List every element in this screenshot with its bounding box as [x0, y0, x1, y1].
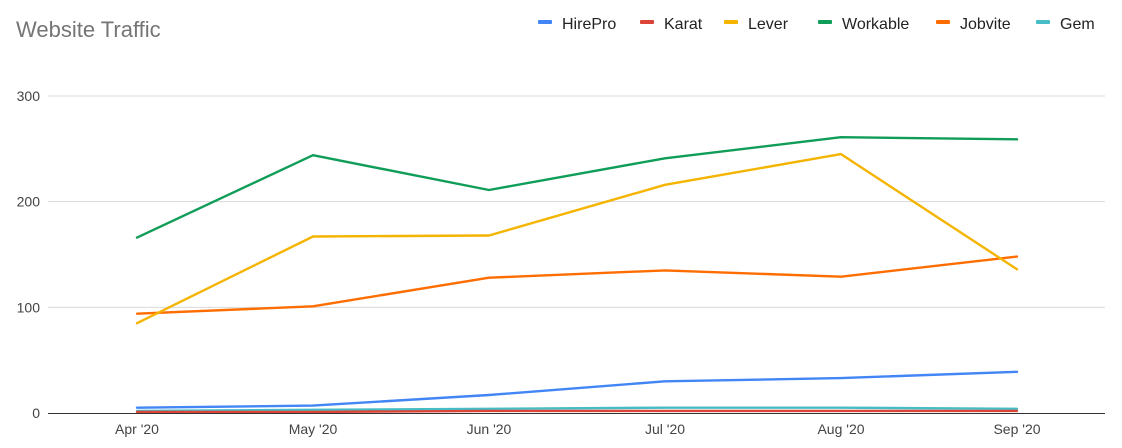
legend-item-workable: Workable [818, 16, 909, 33]
legend-swatch [724, 20, 738, 24]
legend-item-lever: Lever [724, 16, 789, 33]
legend-label: Jobvite [960, 16, 1011, 33]
series-line-hirepro [135, 370, 1019, 409]
legend-label: Workable [842, 16, 909, 33]
legend-item-karat: Karat [640, 16, 703, 33]
series-line-karat [135, 409, 1019, 414]
legend-swatch [936, 20, 950, 24]
legend-swatch [818, 20, 832, 24]
legend-item-gem: Gem [1036, 16, 1095, 33]
y-tick-label: 100 [17, 299, 41, 315]
y-tick-label: 300 [17, 88, 41, 104]
legend-swatch [1036, 20, 1050, 24]
chart-title: Website Traffic [16, 17, 161, 42]
series-line-workable [135, 135, 1019, 239]
y-tick-label: 0 [32, 405, 40, 421]
gridlines [48, 95, 1105, 308]
legend-label: Lever [748, 16, 789, 33]
x-tick-label: Jun '20 [467, 421, 512, 437]
x-axis-tick-labels: Apr '20 May '20 Jun '20 Jul '20 Aug '20 Sep '… [115, 421, 1041, 437]
series-line-gem [135, 406, 1019, 413]
y-tick-label: 200 [17, 194, 41, 210]
legend-swatch [538, 20, 552, 24]
x-tick-label: Sep '20 [993, 421, 1040, 437]
x-tick-label: May '20 [289, 421, 338, 437]
legend-label: Karat [664, 16, 703, 33]
legend-item-hirepro: HirePro [538, 16, 616, 33]
legend: HirePro Karat Lever Workable Jobvite Gem [538, 16, 1095, 33]
x-tick-label: Apr '20 [115, 421, 159, 437]
legend-label: HirePro [562, 16, 616, 33]
y-axis-tick-labels: 0 100 200 300 [17, 88, 41, 421]
series-lines [135, 135, 1019, 414]
series-line-lever [135, 152, 1019, 325]
legend-label: Gem [1060, 16, 1095, 33]
legend-item-jobvite: Jobvite [936, 16, 1011, 33]
x-tick-label: Jul '20 [645, 421, 685, 437]
x-tick-label: Aug '20 [817, 421, 864, 437]
legend-swatch [640, 20, 654, 24]
series-line-jobvite [135, 255, 1019, 315]
